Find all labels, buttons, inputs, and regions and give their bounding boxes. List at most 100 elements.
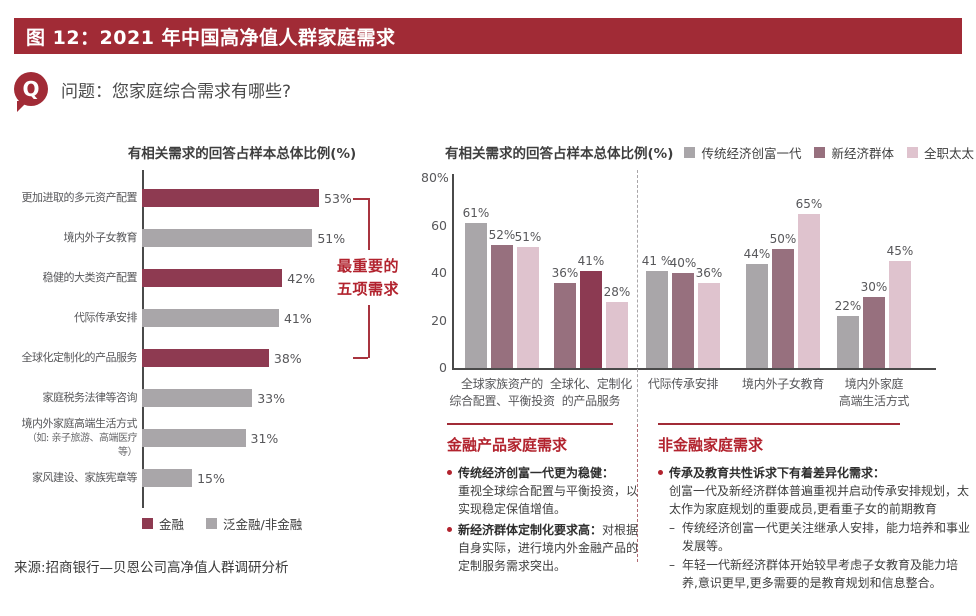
top-five-bracket-tick-top bbox=[353, 198, 368, 200]
bar-value-label: 28% bbox=[603, 284, 631, 299]
left-chart-row: 境内外家庭高端生活方式 （如: 亲子旅游、高端医疗等） 31% bbox=[14, 417, 420, 458]
bar-value-label: 50% bbox=[769, 232, 797, 247]
left-chart-y-axis-line bbox=[142, 170, 144, 508]
bar bbox=[698, 282, 720, 368]
bar bbox=[772, 249, 794, 368]
bar-value-label: 30% bbox=[860, 279, 888, 294]
legend-swatch bbox=[684, 146, 696, 158]
non-financial-section-underline bbox=[658, 423, 900, 425]
left-chart-row: 代际传承安排 41% bbox=[14, 298, 420, 338]
legend-item: 金融 bbox=[142, 514, 184, 533]
bar-value-label: 45% bbox=[886, 244, 914, 259]
bar-value-label: 51% bbox=[317, 230, 346, 246]
figure-title: 图 12：2021 年中国高净值人群家庭需求 bbox=[26, 26, 396, 49]
financial-section-title: 金融产品家庭需求 bbox=[447, 436, 568, 454]
bar-value-label: 22% bbox=[834, 298, 862, 313]
legend-label: 新经济群体 bbox=[831, 145, 894, 161]
legend-swatch bbox=[206, 518, 218, 529]
chart-section-divider-dashed bbox=[637, 170, 638, 422]
category-label: 家庭税务法律等咨询 bbox=[42, 391, 138, 405]
non-financial-section-bullets: 传承及教育共性诉求下有着差异化需求： 创富一代及新经济群体普遍重视并启动传承安排规… bbox=[658, 464, 970, 592]
group-label: 代际传承安排 bbox=[647, 377, 719, 391]
left-chart-row: 更加进取的多元资产配置 53% bbox=[14, 178, 420, 218]
bar-value-label: 41% bbox=[577, 253, 605, 268]
y-tick-label: 60 bbox=[431, 217, 447, 233]
bar-value-label: 33% bbox=[257, 390, 286, 406]
bar bbox=[889, 261, 911, 368]
y-tick-label: 40 bbox=[431, 265, 447, 280]
category-label: 代际传承安排 bbox=[74, 311, 138, 325]
bar-value-label: 41% bbox=[283, 310, 312, 326]
non-financial-section-title: 非金融家庭需求 bbox=[658, 436, 764, 454]
category-label: 更加进取的多元资产配置 bbox=[21, 191, 138, 205]
legend-swatch bbox=[814, 146, 826, 158]
bar bbox=[142, 269, 283, 287]
bullet-item: 传承及教育共性诉求下有着差异化需求： 创富一代及新经济群体普遍重视并启动传承安排规… bbox=[658, 464, 970, 592]
top-five-bracket-tick-bottom bbox=[353, 357, 368, 359]
bar bbox=[863, 296, 885, 368]
bar-value-label: 36% bbox=[695, 265, 723, 280]
legend-item: 全职太太 bbox=[906, 143, 974, 162]
left-chart-row: 境内外子女教育 51% bbox=[14, 218, 420, 258]
bar bbox=[142, 429, 246, 447]
bar-area: 15% bbox=[142, 458, 420, 498]
bar-area: 42% bbox=[142, 258, 420, 298]
question-text: 问题：您家庭综合需求有哪些? bbox=[61, 81, 292, 102]
bar-value-label: 31% bbox=[250, 430, 279, 446]
bar-value-label: 61% bbox=[462, 206, 490, 221]
left-chart-row: 家风建设、家族宪章等 15% bbox=[14, 458, 420, 498]
bar-value-label: 44% bbox=[743, 246, 771, 261]
question-row: Q 问题：您家庭综合需求有哪些? bbox=[14, 70, 292, 112]
right-chart-x-axis-line bbox=[452, 368, 936, 370]
bullet-item: 传统经济创富一代更为稳健： 重视全球综合配置与平衡投资，以实现稳定保值增值。 bbox=[447, 464, 645, 518]
bar bbox=[142, 189, 320, 207]
legend-label: 金融 bbox=[159, 517, 185, 532]
left-chart-row: 稳健的大类资产配置 42% bbox=[14, 258, 420, 298]
bar bbox=[580, 270, 602, 368]
bar bbox=[142, 309, 279, 327]
bar bbox=[606, 301, 628, 368]
non-financial-needs-section: 非金融家庭需求 传承及教育共性诉求下有着差异化需求： 创富一代及新经济群体普遍重视… bbox=[658, 434, 970, 595]
right-chart-legend: 传统经济创富一代 新经济群体 全职太太 bbox=[684, 143, 974, 162]
legend-item: 新经济群体 bbox=[814, 143, 894, 162]
text-section-divider-dashed bbox=[637, 424, 638, 562]
bar bbox=[142, 229, 313, 247]
bullet-item: 新经济群体定制化要求高：对根据自身实际，进行境内外金融产品的定制服务需求突出。 bbox=[447, 521, 645, 575]
left-chart-row: 家庭税务法律等咨询 33% bbox=[14, 378, 420, 418]
legend-label: 全职太太 bbox=[923, 145, 974, 161]
bar bbox=[646, 270, 668, 368]
right-chart-y-axis-line bbox=[452, 174, 454, 368]
left-chart-title: 有相关需求的回答占样本总体比例(%) bbox=[127, 146, 357, 162]
bar bbox=[465, 223, 487, 368]
financial-section-underline bbox=[447, 423, 613, 425]
bar bbox=[746, 263, 768, 368]
bar bbox=[798, 213, 820, 368]
bar bbox=[142, 389, 253, 407]
y-tick-label: 80% bbox=[421, 170, 449, 185]
y-tick-label: 0 bbox=[439, 360, 447, 375]
financial-section-bullets: 传统经济创富一代更为稳健： 重视全球综合配置与平衡投资，以实现稳定保值增值。 新经济… bbox=[447, 464, 645, 575]
bar-area: 31% bbox=[142, 418, 420, 458]
category-label: 家风建设、家族宪章等 bbox=[32, 471, 138, 485]
bar bbox=[672, 273, 694, 368]
sub-bullet-item: – 年轻一代新经济群体开始较早考虑子女教育及能力培养,意识更早,更多需要的是教育规… bbox=[669, 557, 959, 590]
bar-value-label: 40% bbox=[669, 256, 697, 270]
group-label: 境内外子女教育 bbox=[742, 377, 824, 391]
left-chart-legend: 金融 泛金融/非金融 bbox=[142, 514, 302, 533]
figure-title-bar: 图 12：2021 年中国高净值人群家庭需求 bbox=[14, 18, 962, 54]
y-tick-label: 20 bbox=[431, 312, 447, 328]
left-chart-row: 全球化定制化的产品服务 38% bbox=[14, 338, 420, 378]
bar-value-label: 65% bbox=[795, 196, 823, 211]
group-label: 境内外家庭 高端生活方式 bbox=[838, 377, 910, 408]
right-bar-chart: 有相关需求的回答占样本总体比例(%) 传统经济创富一代 新经济群体 全职太太 80%… bbox=[421, 140, 976, 616]
bar-value-label: 42% bbox=[287, 270, 316, 286]
category-label: 稳健的大类资产配置 bbox=[42, 271, 138, 285]
category-label: 境内外家庭高端生活方式 （如: 亲子旅游、高端医疗等） bbox=[21, 417, 138, 458]
legend-swatch bbox=[906, 146, 918, 158]
bar-value-label: 38% bbox=[273, 350, 302, 366]
left-bar-chart: 有相关需求的回答占样本总体比例(%) 更加进取的多元资产配置 53% 境内外子女教育… bbox=[14, 140, 420, 560]
legend-swatch bbox=[142, 518, 153, 529]
financial-needs-section: 金融产品家庭需求 传统经济创富一代更为稳健： 重视全球综合配置与平衡投资，以实现稳… bbox=[447, 434, 645, 578]
bar-value-label: 51% bbox=[514, 229, 542, 244]
